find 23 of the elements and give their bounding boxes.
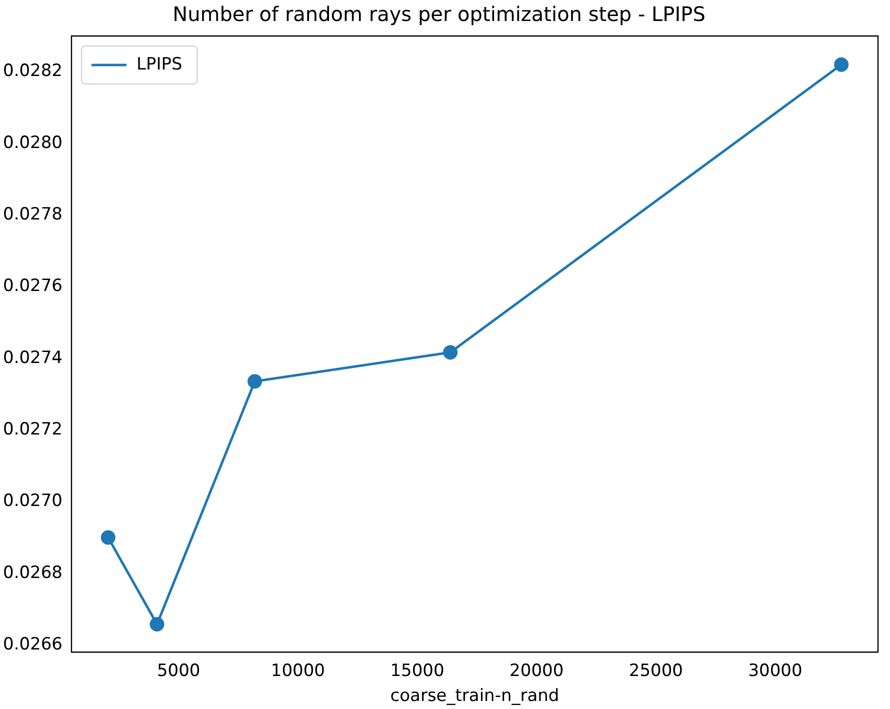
y-tick-label: 0.0280 [3, 132, 62, 153]
point [443, 345, 458, 360]
y-tick-label: 0.0274 [3, 348, 62, 368]
point [150, 617, 164, 632]
y-tick-label: 0.0282 [3, 61, 62, 82]
legend-label: LPIPS [136, 54, 182, 74]
y-tick-label: 0.0272 [3, 420, 62, 440]
x-tick-label: 20000 [510, 660, 564, 681]
point [100, 530, 116, 545]
chart-title: Number of random rays per optimization step - LPIPS [172, 2, 706, 26]
y-tick-label: 0.0276 [3, 276, 62, 296]
y-tick-label: 0.0270 [3, 491, 62, 512]
x-tick-label: 15000 [390, 660, 444, 681]
x-tick-label: 5000 [156, 660, 200, 681]
y-tick-label: 0.0268 [3, 562, 62, 583]
point [248, 374, 262, 389]
y-tick-label: 0.0266 [3, 634, 62, 654]
x-tick-label: 10000 [270, 660, 325, 681]
x-axis-title: coarse_train-n_rand [390, 686, 560, 706]
point [834, 57, 849, 72]
y-tick-label: 0.0278 [3, 204, 62, 225]
x-tick-label: 30000 [748, 660, 802, 681]
x-tick-label: 25000 [628, 660, 683, 681]
